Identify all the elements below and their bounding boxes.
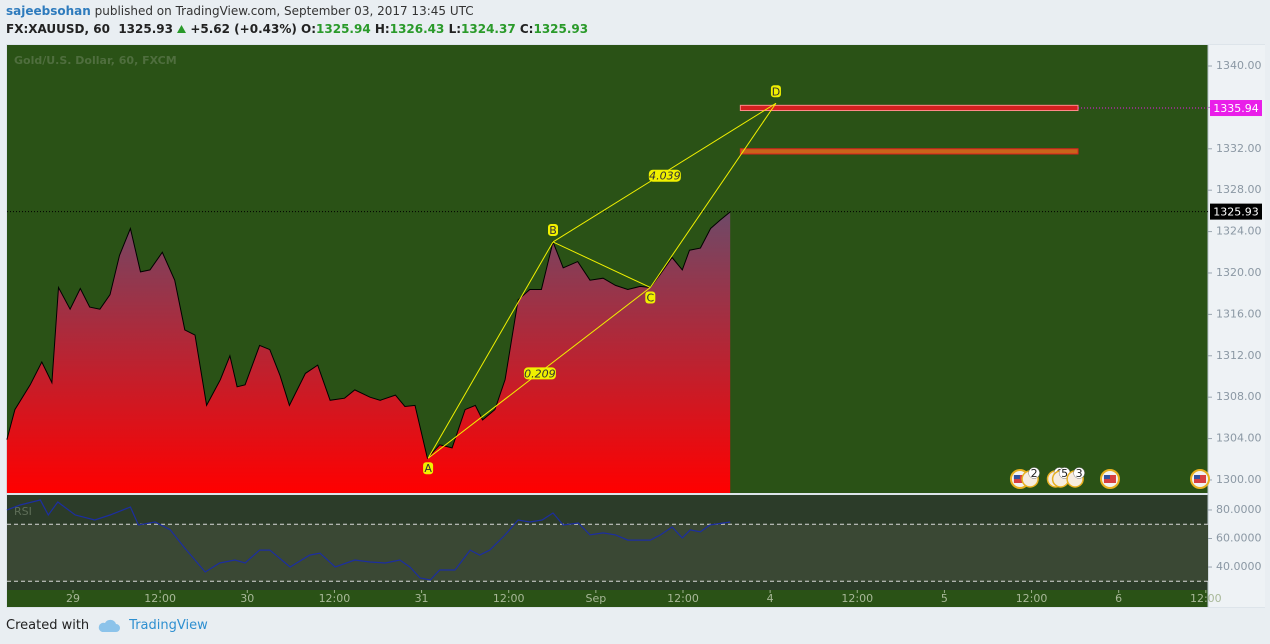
y-tick-label: 1308.00 xyxy=(1216,390,1262,403)
y-tick-label: 80.0000 xyxy=(1216,503,1262,516)
y-tick-label: 1304.00 xyxy=(1216,432,1262,445)
y-tick-label: 1316.00 xyxy=(1216,307,1262,320)
x-tick-label: 12:00 xyxy=(144,592,176,605)
price-label: 1325.93 xyxy=(1213,206,1259,219)
event-count: 2 xyxy=(1031,467,1038,480)
ratio-box xyxy=(648,169,681,182)
x-tick-label: 6 xyxy=(1115,592,1122,605)
change: +5.62 (+0.43%) xyxy=(190,22,297,36)
y-tick-label: 1320.00 xyxy=(1216,266,1262,279)
ratio-box xyxy=(523,367,556,380)
y-tick-label: 1300.00 xyxy=(1216,473,1262,486)
point-label: C xyxy=(646,291,654,304)
x-tick-label: 5 xyxy=(941,592,948,605)
flag-canton xyxy=(1103,475,1110,479)
ohlc-value: 1326.43 xyxy=(389,22,445,36)
header-line: sajeebsohan published on TradingView.com… xyxy=(6,4,474,18)
x-tick-label: 12:00 xyxy=(667,592,699,605)
chart: 1300.00 1304.00 1308.00 1312.00 1316.00 1320.… xyxy=(6,44,1265,608)
author[interactable]: sajeebsohan xyxy=(6,4,91,18)
x-tick-label: 31 xyxy=(415,592,429,605)
ohlc-value: 1325.94 xyxy=(316,22,371,36)
x-tick-label: 12:00 xyxy=(493,592,525,605)
x-tick-label: 12:00 xyxy=(1190,592,1222,605)
y-tick-label: 1312.00 xyxy=(1216,349,1262,362)
x-tick-label: 30 xyxy=(240,592,254,605)
x-tick-label: 4 xyxy=(767,592,774,605)
x-tick-label: Sep xyxy=(585,592,606,605)
rsi-title: RSI xyxy=(14,505,32,518)
last-price: 1325.93 xyxy=(118,22,173,36)
footer: Created with TradingView xyxy=(6,618,208,633)
price-label-box xyxy=(1210,203,1262,220)
point-label: B xyxy=(549,224,557,237)
ohlc-value: 1325.93 xyxy=(533,22,589,36)
rsi-line xyxy=(6,499,731,581)
symbol: FX:XAUUSD, 60 xyxy=(6,22,110,36)
zone-box xyxy=(739,148,1079,155)
point-box xyxy=(645,291,656,304)
up-arrow xyxy=(177,25,187,33)
rsi-band xyxy=(7,524,1208,582)
ohlc-key: L: xyxy=(448,22,462,36)
chart-title: Gold/U.S. Dollar, 60, FXCM xyxy=(14,54,177,67)
point-box xyxy=(548,223,559,236)
ratio-label: 0.209 xyxy=(524,367,556,380)
published: published on TradingView.com, September … xyxy=(94,4,474,18)
flag-canton xyxy=(1194,475,1201,479)
ohlc-value: 1324.37 xyxy=(461,22,516,36)
point-box xyxy=(770,85,781,98)
event-count-bg xyxy=(1028,467,1040,479)
time-axis xyxy=(7,590,1208,607)
zone-box xyxy=(739,104,1079,112)
x-tick-label: 12:00 xyxy=(1016,592,1048,605)
y-tick-label: 1328.00 xyxy=(1216,183,1262,196)
price-line xyxy=(6,211,731,460)
brand[interactable]: TradingView xyxy=(129,618,208,633)
event-count: 5 xyxy=(1061,467,1068,480)
x-tick-label: 29 xyxy=(66,592,80,605)
point-box xyxy=(423,462,434,475)
pattern-leg xyxy=(552,241,651,288)
price-label: 1335.94 xyxy=(1213,102,1259,115)
flag-canton xyxy=(1013,475,1020,479)
ohlc-key: H: xyxy=(374,22,390,36)
x-tick-label: 12:00 xyxy=(319,592,351,605)
event-count-bg xyxy=(1073,467,1085,479)
created-with: Created with xyxy=(6,618,90,633)
y-tick-label: 1340.00 xyxy=(1216,59,1262,72)
point-label: A xyxy=(424,462,432,475)
price-axis xyxy=(1208,45,1265,607)
logo xyxy=(98,619,121,632)
y-tick-label: 1332.00 xyxy=(1216,142,1262,155)
pattern-leg xyxy=(427,241,554,459)
y-tick-label: 1324.00 xyxy=(1216,225,1262,238)
y-tick-label: 60.0000 xyxy=(1216,532,1262,545)
pattern-leg xyxy=(649,102,777,288)
x-tick-label: 12:00 xyxy=(841,592,873,605)
price-label-box xyxy=(1210,100,1262,117)
ohlc-key: C: xyxy=(519,22,534,36)
price-area xyxy=(6,211,731,493)
event-count: 3 xyxy=(1076,467,1083,480)
quote-line: FX:XAUUSD, 60 1325.93 +5.62 (+0.43%) O:1… xyxy=(6,22,588,36)
y-tick-label: 40.0000 xyxy=(1216,560,1262,573)
point-label: D xyxy=(772,85,780,98)
ohlc-key: O: xyxy=(301,22,317,36)
ratio-label: 4.039 xyxy=(649,170,681,183)
